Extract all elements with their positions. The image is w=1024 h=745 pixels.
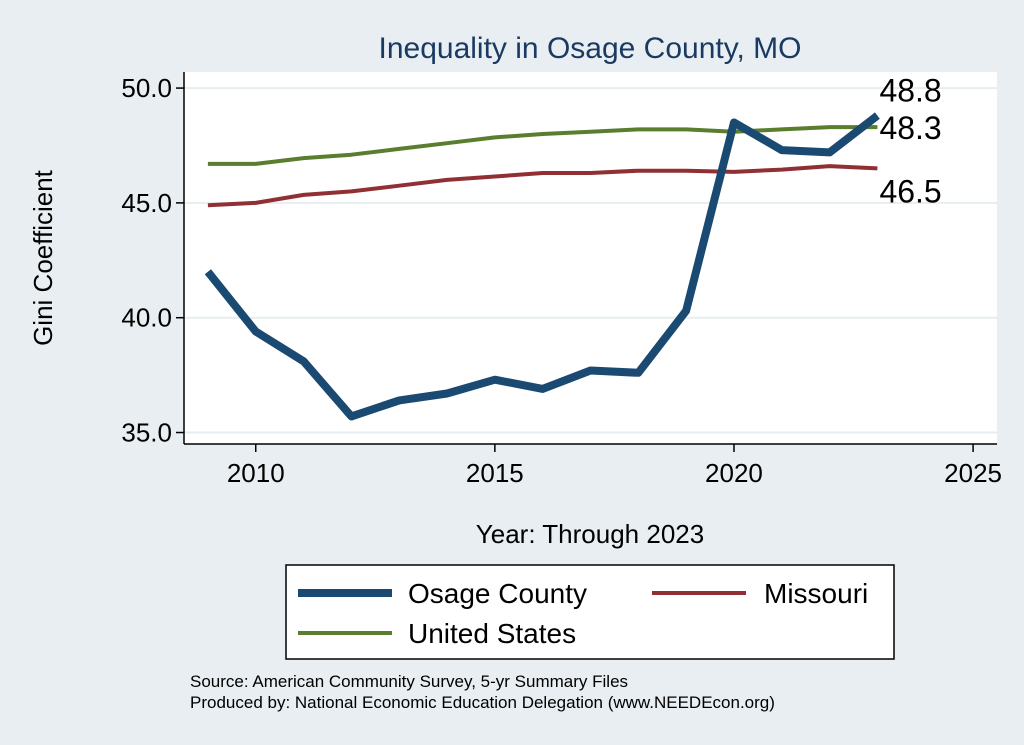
legend: Osage County Missouri United States — [285, 564, 895, 660]
axes: 35.0 40.0 45.0 50.0 2010 2015 2020 2025 — [121, 72, 1002, 488]
x-tick-label: 2010 — [227, 458, 285, 488]
x-tick-label: 2015 — [466, 458, 524, 488]
end-label-united-states: 48.3 — [879, 110, 941, 146]
end-labels: 48.8 46.5 48.3 — [879, 73, 941, 210]
legend-box — [285, 564, 895, 660]
end-label-missouri: 46.5 — [879, 173, 941, 209]
series-line-missouri — [207, 164, 878, 208]
legend-label-osage-county: Osage County — [408, 578, 587, 609]
legend-label-united-states: United States — [408, 618, 576, 649]
x-tick-label: 2025 — [944, 458, 1002, 488]
source-line: Source: American Community Survey, 5-yr … — [190, 672, 628, 691]
y-tick-label: 35.0 — [121, 418, 172, 448]
legend-label-missouri: Missouri — [764, 578, 868, 609]
chart-title: Inequality in Osage County, MO — [379, 32, 802, 65]
y-tick-label: 45.0 — [121, 188, 172, 218]
series-line-united-states — [207, 125, 878, 166]
series-lines — [204, 112, 880, 421]
y-axis-label: Gini Coefficient — [28, 169, 58, 346]
producer-line: Produced by: National Economic Education… — [190, 693, 775, 712]
y-tick-label: 40.0 — [121, 303, 172, 333]
x-axis-label: Year: Through 2023 — [476, 519, 704, 549]
series-line-osage-county — [204, 112, 880, 421]
x-tick-label: 2020 — [705, 458, 763, 488]
end-label-osage-county: 48.8 — [879, 73, 941, 109]
y-tick-label: 50.0 — [121, 73, 172, 103]
grid-lines — [184, 87, 997, 434]
